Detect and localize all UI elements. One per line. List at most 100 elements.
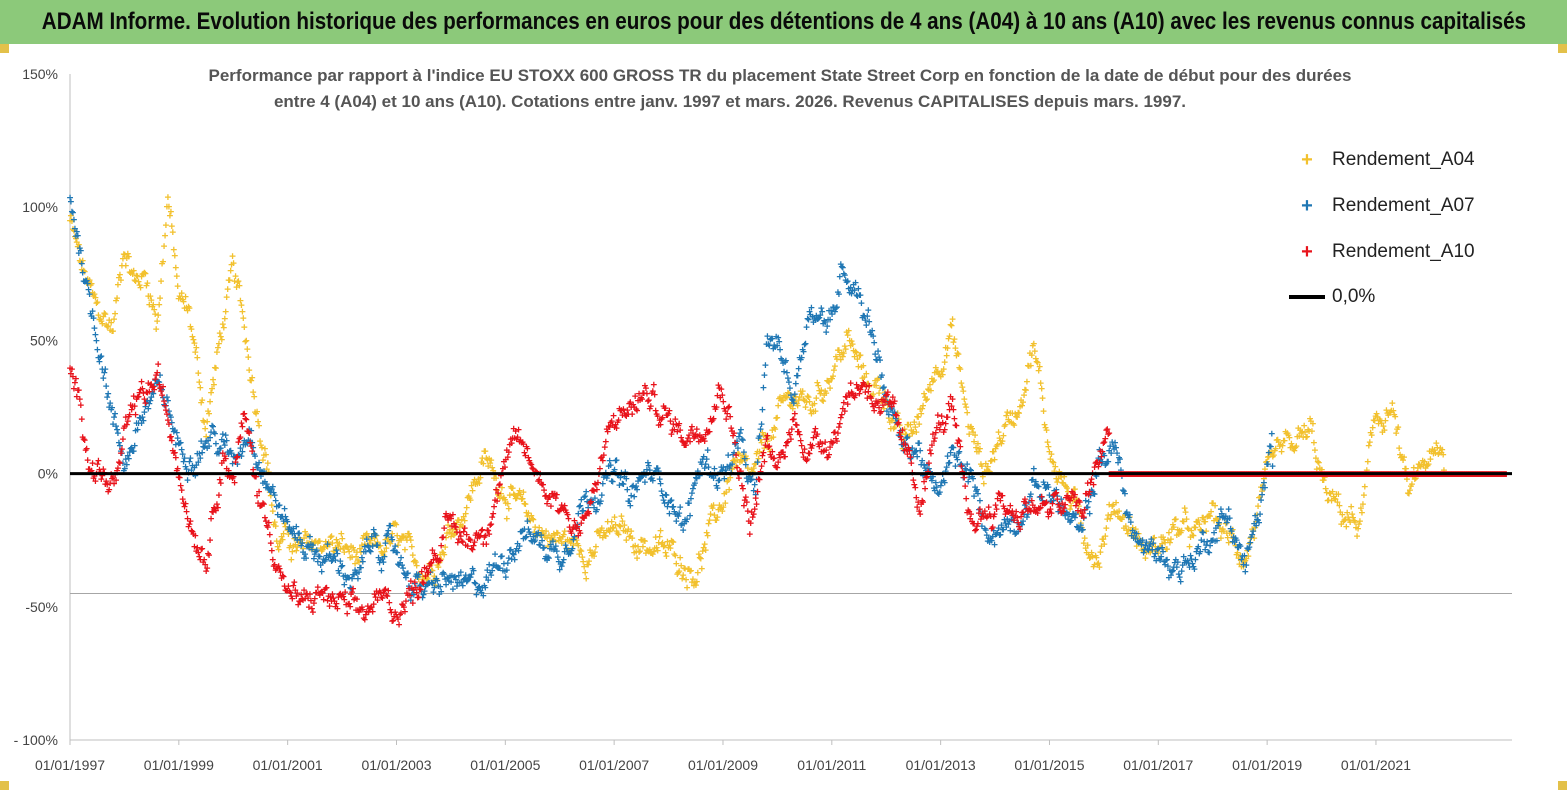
data-point-a04: +: [72, 230, 79, 243]
data-point-a04: +: [342, 540, 349, 553]
data-point-a07: +: [265, 481, 272, 494]
data-point-a04: +: [1301, 419, 1308, 432]
data-point-a04: +: [780, 394, 787, 407]
data-point-a04: +: [588, 546, 595, 559]
data-point-a04: +: [480, 457, 487, 470]
data-point-a04: +: [902, 427, 909, 440]
data-point-a07: +: [388, 531, 395, 544]
data-point-a04: +: [1118, 513, 1125, 526]
data-point-a04: +: [959, 381, 966, 394]
data-point-a04: +: [627, 530, 634, 543]
data-point-a04: +: [495, 488, 502, 501]
data-point-a04: +: [529, 512, 536, 525]
data-point-a07: +: [138, 417, 145, 430]
data-point-a10: +: [207, 533, 214, 546]
data-point-a07: +: [155, 375, 162, 388]
data-point-a04: +: [629, 532, 636, 545]
data-point-a04: +: [1277, 438, 1284, 451]
data-point-a04: +: [367, 534, 374, 547]
data-point-a04: +: [936, 368, 943, 381]
data-point-a04: +: [854, 353, 861, 366]
data-point-a04: +: [1062, 478, 1069, 491]
data-point-a07: +: [73, 229, 80, 242]
data-point-a07: +: [160, 391, 167, 404]
data-point-a04: +: [623, 533, 630, 546]
data-point-a04: +: [839, 346, 846, 359]
data-point-a04: +: [1123, 519, 1130, 532]
data-point-a04: +: [1290, 443, 1297, 456]
data-point-a04: +: [271, 515, 278, 528]
data-point-a04: +: [1395, 421, 1402, 434]
data-point-a04: +: [616, 519, 623, 532]
data-point-a07: +: [463, 575, 470, 588]
data-point-a04: +: [1283, 427, 1290, 440]
data-point-a04: +: [1157, 540, 1164, 553]
data-point-a07: +: [402, 567, 409, 580]
data-point-a07: +: [391, 544, 398, 557]
data-point-a04: +: [374, 536, 381, 549]
data-point-a07: +: [267, 485, 274, 498]
data-point-a04: +: [624, 525, 631, 538]
data-point-a04: +: [1369, 421, 1376, 434]
data-point-a04: +: [381, 545, 388, 558]
data-point-a04: +: [1376, 412, 1383, 425]
data-point-a07: +: [99, 363, 106, 376]
data-point-a04: +: [1180, 515, 1187, 528]
data-point-a04: +: [83, 277, 90, 290]
data-point-a04: +: [157, 291, 164, 304]
data-point-a04: +: [1392, 410, 1399, 423]
data-point-a04: +: [129, 268, 136, 281]
data-point-a07: +: [330, 550, 337, 563]
data-point-a04: +: [647, 543, 654, 556]
data-point-a07: +: [241, 434, 248, 447]
data-point-a04: +: [1256, 491, 1263, 504]
data-point-a04: +: [1273, 434, 1280, 447]
data-point-a04: +: [76, 238, 83, 251]
data-point-a04: +: [229, 250, 236, 263]
data-point-a04: +: [330, 544, 337, 557]
data-point-a04: +: [550, 533, 557, 546]
data-point-a04: +: [1184, 521, 1191, 534]
data-point-a04: +: [395, 538, 402, 551]
data-point-a07: +: [258, 470, 265, 483]
data-point-a10: +: [922, 482, 929, 495]
data-point-a04: +: [856, 349, 863, 362]
data-point-a04: +: [671, 547, 678, 560]
data-point-a04: +: [96, 313, 103, 326]
data-point-a04: +: [95, 309, 102, 322]
data-point-a04: +: [967, 420, 974, 433]
data-point-a04: +: [1356, 517, 1363, 530]
data-point-a07: +: [272, 494, 279, 507]
data-point-a07: +: [444, 571, 451, 584]
data-point-a04: +: [845, 324, 852, 337]
data-point-a04: +: [262, 442, 269, 455]
data-point-a04: +: [791, 390, 798, 403]
chart-title-line-2: entre 4 (A04) et 10 ans (A10). Cotations…: [274, 92, 1186, 111]
data-point-a04: +: [687, 565, 694, 578]
data-point-a04: +: [409, 540, 416, 553]
data-point-a04: +: [528, 509, 535, 522]
data-point-a04: +: [1086, 551, 1093, 564]
data-point-a07: +: [244, 437, 251, 450]
data-point-a04: +: [1070, 494, 1077, 507]
data-point-a04: +: [860, 359, 867, 372]
data-point-a04: +: [750, 462, 757, 475]
data-point-a04: +: [139, 267, 146, 280]
data-point-a04: +: [281, 517, 288, 530]
data-point-a07: +: [308, 538, 315, 551]
data-point-a04: +: [1109, 499, 1116, 512]
data-point-a04: +: [510, 487, 517, 500]
data-point-a04: +: [1399, 450, 1406, 463]
data-point-a04: +: [305, 529, 312, 542]
corner-marker: [1558, 781, 1567, 790]
data-point-a07: +: [502, 564, 509, 577]
data-point-a04: +: [171, 249, 178, 262]
data-point-a07: +: [302, 548, 309, 561]
data-point-a04: +: [225, 273, 232, 286]
data-point-a04: +: [500, 492, 507, 505]
data-point-a04: +: [1411, 461, 1418, 474]
data-point-a04: +: [781, 389, 788, 402]
data-point-a04: +: [1102, 529, 1109, 542]
data-point-a07: +: [394, 546, 401, 559]
data-point-a04: +: [239, 305, 246, 318]
